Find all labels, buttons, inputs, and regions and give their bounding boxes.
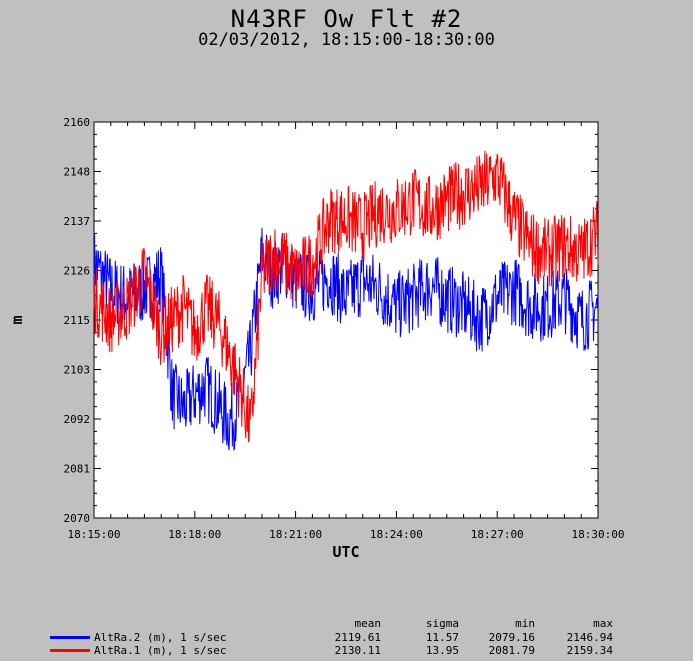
y-tick-label: 2103 xyxy=(64,364,91,377)
chart-subtitle: 02/03/2012, 18:15:00-18:30:00 xyxy=(198,30,495,50)
statistics-table: mean sigma min max AltRa.2 (m), 1 s/sec … xyxy=(0,615,693,661)
series-line xyxy=(93,150,599,443)
y-tick-label: 2092 xyxy=(64,413,91,426)
y-tick-label: 2115 xyxy=(64,314,91,327)
legend-swatch xyxy=(50,636,90,639)
statistics-row: AltRa.1 (m), 1 s/sec 2130.11 13.95 2081.… xyxy=(0,644,693,657)
legend-swatch xyxy=(50,649,90,652)
x-axis-label: UTC xyxy=(332,543,359,561)
min-value: 2079.16 xyxy=(488,631,535,644)
statistics-row: AltRa.2 (m), 1 s/sec 2119.61 11.57 2079.… xyxy=(0,631,693,644)
mean-value: 2119.61 xyxy=(334,631,381,644)
legend-label: AltRa.1 (m), 1 s/sec xyxy=(94,644,227,657)
x-tick-label: 18:24:00 xyxy=(370,528,423,541)
y-tick-label: 2070 xyxy=(64,512,91,525)
statistics-header: mean sigma min max xyxy=(0,617,693,630)
x-tick-label: 18:30:00 xyxy=(572,528,625,541)
chart-title: N43RF Ow Flt #2 xyxy=(230,5,463,33)
series-line xyxy=(93,227,599,451)
line-chart: 2160 2148 2137 2126 2115 2103 2092 2081 2070 18:1… xyxy=(8,116,625,561)
y-tick-label: 2148 xyxy=(64,166,91,179)
sigma-value: 13.95 xyxy=(425,644,459,657)
sigma-value: 11.57 xyxy=(425,631,459,644)
x-tick-label: 18:18:00 xyxy=(168,528,221,541)
header-min: min xyxy=(515,617,535,630)
y-tick-label: 2160 xyxy=(64,116,91,129)
header-sigma: sigma xyxy=(425,617,459,630)
max-value: 2159.34 xyxy=(566,644,613,657)
mean-value: 2130.11 xyxy=(334,644,381,657)
y-tick-label: 2126 xyxy=(64,265,91,278)
y-tick-label: 2137 xyxy=(64,215,91,228)
legend-label: AltRa.2 (m), 1 s/sec xyxy=(94,631,227,644)
axis-ticks: 2160 2148 2137 2126 2115 2103 2092 2081 2070 18:1… xyxy=(64,116,625,541)
header-max: max xyxy=(593,617,613,630)
y-tick-label: 2081 xyxy=(64,463,91,476)
y-axis-label: m xyxy=(8,315,26,324)
header-mean: mean xyxy=(354,617,382,630)
series-group xyxy=(93,150,599,451)
min-value: 2081.79 xyxy=(488,644,535,657)
max-value: 2146.94 xyxy=(566,631,613,644)
x-tick-label: 18:21:00 xyxy=(269,528,322,541)
x-tick-label: 18:15:00 xyxy=(68,528,121,541)
x-tick-label: 18:27:00 xyxy=(471,528,524,541)
